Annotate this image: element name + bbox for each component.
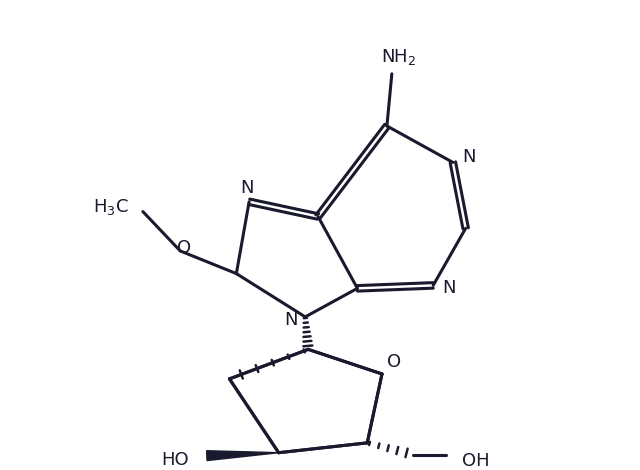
Text: N: N: [462, 149, 476, 166]
Text: O: O: [177, 239, 191, 257]
Text: OH: OH: [461, 452, 490, 470]
Text: HO: HO: [161, 451, 189, 469]
Polygon shape: [207, 451, 278, 461]
Text: N: N: [241, 179, 254, 197]
Text: O: O: [387, 353, 401, 371]
Text: NH$_2$: NH$_2$: [381, 47, 417, 67]
Text: N: N: [442, 279, 456, 298]
Text: N: N: [285, 311, 298, 329]
Text: H$_3$C: H$_3$C: [93, 196, 129, 217]
